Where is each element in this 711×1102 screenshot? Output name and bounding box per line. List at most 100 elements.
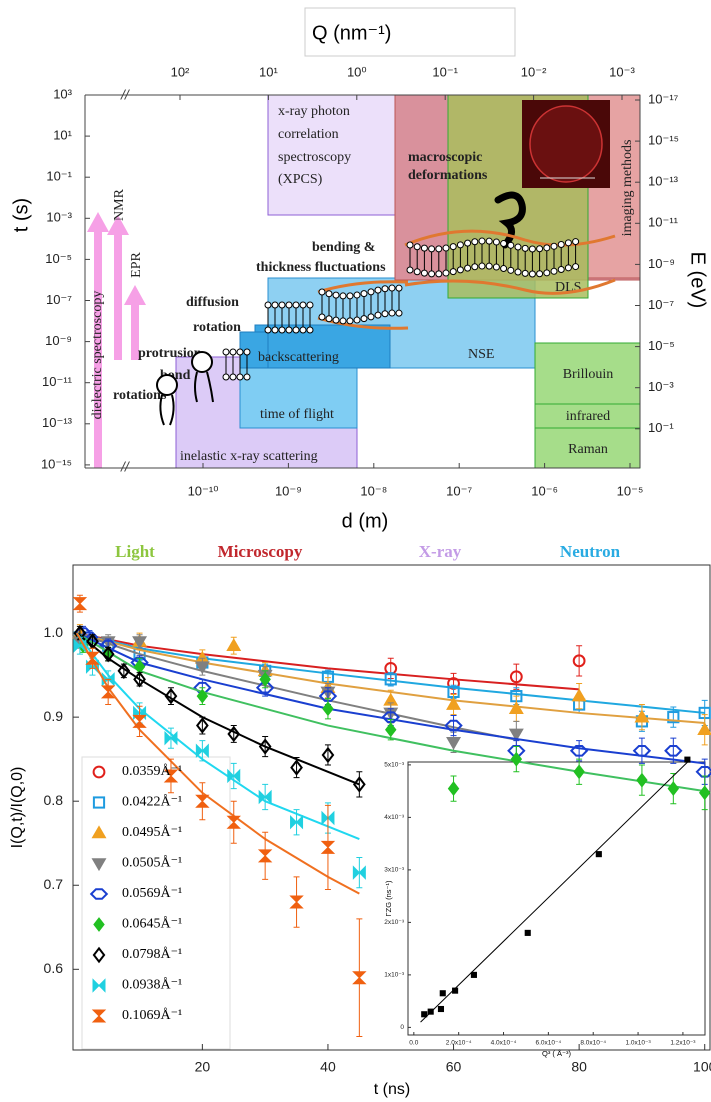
marker (74, 598, 86, 610)
lipid-head (443, 245, 449, 251)
region-label: NSE (468, 347, 494, 362)
lipid-head (501, 266, 507, 272)
region-label: deformations (408, 168, 488, 183)
marker (447, 738, 460, 749)
lipid-head (361, 291, 367, 297)
lipid-head (361, 316, 367, 322)
legend-label: 0.0495Å⁻¹ (122, 824, 182, 840)
y-tick-label: 0.6 (44, 960, 64, 976)
lipid-head (436, 246, 442, 252)
lipid-head (307, 327, 313, 333)
legend-label: 0.0798Å⁻¹ (122, 946, 182, 962)
lipid-head (544, 270, 550, 276)
x-tick-label: 80 (571, 1059, 587, 1075)
lipid-head (429, 271, 435, 277)
lipid-head (375, 312, 381, 318)
region-label: infrared (566, 409, 610, 424)
lipid-head (354, 317, 360, 323)
y-axis-label: I(Q,t)/I(Q,0) (9, 767, 26, 849)
lipid-head (382, 286, 388, 292)
lipid-head (354, 292, 360, 298)
technique-legend: Microscopy (218, 542, 303, 561)
lipid-head (368, 314, 374, 320)
lipid-head (396, 310, 402, 316)
e-tick-label: 10⁻¹¹ (648, 215, 679, 230)
annotation: diffusion (186, 295, 239, 310)
q-tick-label: 10⁻¹ (432, 64, 458, 79)
t-tick-label: 10⁻⁷ (46, 292, 72, 307)
lipid-head (457, 267, 463, 273)
y-tick-label: 0.9 (44, 708, 64, 724)
marker (259, 850, 271, 862)
lipid-head (414, 269, 420, 275)
lipid-head (565, 265, 571, 271)
lipid-head (529, 246, 535, 252)
q-tick-label: 10⁻³ (609, 64, 635, 79)
lipid-head (375, 287, 381, 293)
x-tick-label: 100 (693, 1059, 711, 1075)
y-axis-label: ΓZG (ns⁻¹) (384, 880, 393, 917)
region-label: x-ray photon (278, 104, 350, 119)
lipid-head (237, 349, 243, 355)
technique-legend: X-ray (419, 542, 462, 561)
marker (386, 723, 396, 736)
d-tick-label: 10⁻⁵ (617, 483, 644, 498)
annotation: rotation (193, 320, 241, 335)
lipid-head (326, 316, 332, 322)
x-tick-label: 40 (320, 1059, 336, 1075)
legend-label: 0.0505Å⁻¹ (122, 855, 182, 871)
lipid-head (223, 349, 229, 355)
t-tick-label: 10⁻³ (46, 210, 72, 225)
y-tick-label: 0.8 (44, 792, 64, 808)
lipid-head (272, 327, 278, 333)
e-tick-label: 10⁻⁵ (648, 338, 675, 353)
lipid-head (450, 244, 456, 250)
d-tick-label: 10⁻⁷ (446, 483, 472, 498)
lipid-head (230, 374, 236, 380)
lipid-head (319, 289, 325, 295)
e-tick-label: 10⁻⁹ (648, 256, 675, 271)
lipid-head (465, 240, 471, 246)
marker (453, 988, 458, 993)
lipid-head (300, 302, 306, 308)
lipid-head (573, 239, 579, 245)
lipid-head (529, 271, 535, 277)
lipid-head (558, 267, 564, 273)
x-tick-label: 4.0x10⁻⁴ (491, 1040, 517, 1047)
legend-label: 0.0422Å⁻¹ (122, 794, 182, 810)
marker (422, 1012, 427, 1017)
lipid-head (223, 374, 229, 380)
t-tick-label: 10⁻⁹ (45, 333, 72, 348)
marker (596, 852, 601, 857)
d-axis-label: d (m) (342, 510, 389, 532)
lipid-head (244, 349, 250, 355)
legend-label: 0.0569Å⁻¹ (122, 885, 182, 901)
d-tick-label: 10⁻⁹ (275, 483, 302, 498)
figure: Q (nm⁻¹) x-ray photon correlation spectr… (0, 0, 711, 1102)
lipid-head (486, 238, 492, 244)
lipid-head (279, 327, 285, 333)
annotation: EPR (129, 252, 144, 278)
x-tick-label: 20 (195, 1059, 211, 1075)
technique-legend: Neutron (560, 542, 621, 561)
t-tick-label: 10⁻¹¹ (42, 374, 73, 389)
region-label: time of flight (260, 407, 334, 422)
lipid-head (265, 327, 271, 333)
lipid-head (515, 244, 521, 250)
lipid-head (522, 245, 528, 251)
marker (471, 972, 476, 977)
vesicle (530, 106, 602, 182)
t-tick-label: 10¹ (53, 128, 72, 143)
x-tick-label: 1.0x10⁻³ (626, 1040, 652, 1047)
t-axis-label: t (s) (10, 198, 32, 232)
lipid-head (347, 318, 353, 324)
lipid-head (340, 293, 346, 299)
lipid-head (537, 271, 543, 277)
t-tick-label: 10⁻¹ (46, 169, 72, 184)
region-label: macroscopic (408, 150, 482, 165)
q-tick-label: 10⁻² (521, 64, 547, 79)
x-tick-label: 6.0x10⁻⁴ (535, 1040, 561, 1047)
lipid-head (479, 238, 485, 244)
lipid-head (389, 285, 395, 291)
legend-label: 0.1069Å⁻¹ (122, 1007, 182, 1023)
